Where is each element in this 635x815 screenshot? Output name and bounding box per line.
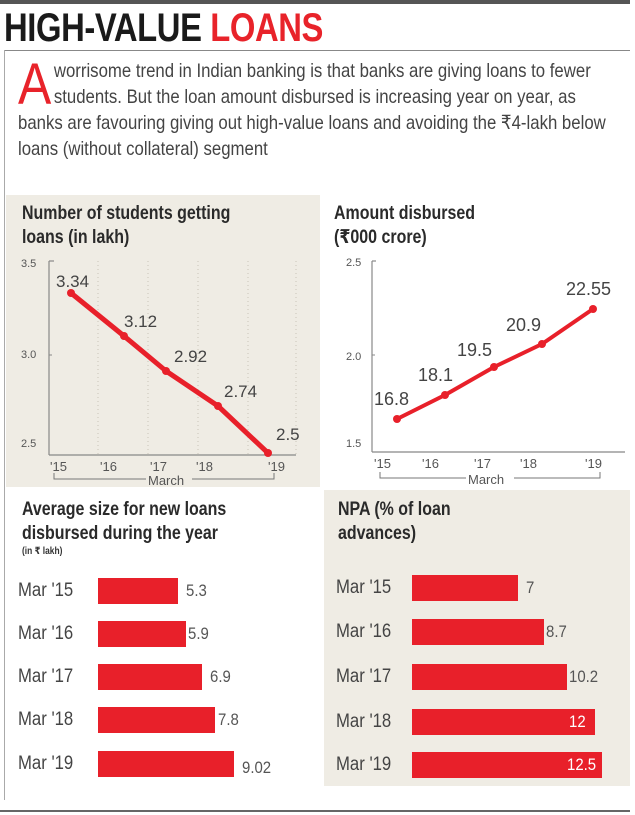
bar bbox=[412, 664, 567, 690]
npa-title-1: NPA (% of loan bbox=[338, 499, 451, 520]
bar-value: 9.02 bbox=[242, 758, 272, 777]
avg-size-title-2: disbursed during the year bbox=[22, 523, 218, 544]
students-xlabel: March bbox=[148, 473, 184, 487]
amount-ytick-bottom: 1.5 bbox=[346, 438, 361, 450]
amount-label-18: 20.9 bbox=[506, 315, 541, 335]
amount-label-19: 22.55 bbox=[566, 279, 611, 299]
bar-value: 5.3 bbox=[186, 581, 207, 600]
amount-label-15: 16.8 bbox=[374, 389, 409, 409]
left-border bbox=[4, 50, 5, 800]
avg-size-row-19: Mar '19 9.02 bbox=[18, 751, 308, 777]
avg-size-title-1: Average size for new loans bbox=[22, 499, 227, 520]
bar-value: 12.5 bbox=[567, 755, 597, 774]
amount-label-17: 19.5 bbox=[457, 340, 492, 360]
avg-size-row-15: Mar '15 5.3 bbox=[18, 578, 308, 604]
npa-row-15: Mar '15 7 bbox=[336, 575, 626, 601]
students-xtick-18: '18 bbox=[196, 459, 213, 474]
bar-label: Mar '17 bbox=[18, 666, 74, 687]
avg-size-chart-panel: Average size for new loans disbursed dur… bbox=[6, 490, 320, 790]
title-part-2: LOANS bbox=[210, 6, 324, 50]
bar bbox=[412, 709, 595, 735]
npa-row-16: Mar '16 8.7 bbox=[336, 619, 626, 645]
students-xtick-19: '19 bbox=[268, 459, 285, 474]
students-label-19: 2.5 bbox=[276, 425, 300, 444]
avg-size-row-17: Mar '17 6.9 bbox=[18, 664, 308, 690]
divider bbox=[4, 50, 630, 51]
bar bbox=[412, 575, 518, 601]
students-label-15: 3.34 bbox=[56, 272, 89, 291]
students-label-17: 2.92 bbox=[174, 347, 207, 366]
amount-label-16: 18.1 bbox=[418, 365, 453, 385]
students-xtick-16: '16 bbox=[100, 459, 117, 474]
bottom-rule bbox=[0, 810, 630, 812]
bar-label: Mar '15 bbox=[18, 580, 74, 601]
title-part-1: HIGH-VALUE bbox=[4, 6, 202, 50]
bar-label: Mar '19 bbox=[336, 754, 392, 775]
bar-value: 10.2 bbox=[569, 667, 599, 686]
bar-value: 5.9 bbox=[188, 624, 209, 643]
bar-label: Mar '15 bbox=[336, 577, 392, 598]
bar bbox=[412, 752, 602, 778]
amount-ytick-top: 2.5 bbox=[346, 257, 361, 269]
npa-row-17: Mar '17 10.2 bbox=[336, 664, 626, 690]
avg-size-row-18: Mar '18 7.8 bbox=[18, 707, 308, 733]
dropcap: A bbox=[18, 52, 52, 117]
amount-xtick-18: '18 bbox=[520, 456, 537, 471]
bar-label: Mar '16 bbox=[336, 621, 392, 642]
bar bbox=[98, 707, 215, 733]
students-chart-title-1: Number of students getting bbox=[22, 203, 231, 224]
amount-xtick-15: '15 bbox=[374, 456, 391, 471]
amount-ytick-mid: 2.0 bbox=[346, 351, 361, 363]
bar-value: 6.9 bbox=[210, 667, 231, 686]
amount-xtick-16: '16 bbox=[422, 456, 439, 471]
npa-row-18: Mar '18 12 bbox=[336, 709, 626, 735]
bar-value: 12 bbox=[569, 712, 586, 731]
bar bbox=[98, 621, 186, 647]
students-ytick-mid: 3.0 bbox=[21, 349, 36, 361]
bar bbox=[98, 751, 234, 777]
bar bbox=[98, 664, 202, 690]
npa-row-19: Mar '19 12.5 bbox=[336, 752, 626, 778]
students-ytick-top: 3.5 bbox=[21, 258, 36, 270]
students-chart-title-2: loans (in lakh) bbox=[22, 227, 130, 248]
top-rule bbox=[0, 0, 630, 4]
bar-value: 7 bbox=[526, 578, 535, 597]
students-line-chart: 3.5 3.0 2.5 3.34 3.12 2.92 2.74 2.5 '15 … bbox=[21, 258, 300, 487]
bar-label: Mar '18 bbox=[18, 709, 74, 730]
page-title: HIGH-VALUE LOANS bbox=[4, 6, 323, 50]
bar-value: 7.8 bbox=[218, 710, 239, 729]
amount-line-chart: 2.5 2.0 1.5 16.8 18.1 19.5 20.9 22.55 '1… bbox=[346, 257, 625, 487]
students-label-16: 3.12 bbox=[124, 312, 157, 331]
npa-chart-panel: NPA (% of loan advances) Mar '15 7 Mar '… bbox=[324, 490, 630, 786]
amount-chart-panel: Amount disbursed (₹000 crore) 2.5 2.0 1.… bbox=[320, 195, 632, 487]
amount-chart-title-2: (₹000 crore) bbox=[334, 227, 427, 248]
amount-xtick-19: '19 bbox=[585, 456, 602, 471]
avg-size-subtitle: (in ₹ lakh) bbox=[22, 546, 63, 557]
avg-size-row-16: Mar '16 5.9 bbox=[18, 621, 308, 647]
intro-text: worrisome trend in Indian banking is tha… bbox=[18, 60, 606, 160]
bar-value: 8.7 bbox=[546, 622, 567, 641]
students-xtick-15: '15 bbox=[50, 459, 67, 474]
bar-label: Mar '18 bbox=[336, 711, 392, 732]
bar bbox=[98, 578, 178, 604]
amount-xtick-17: '17 bbox=[474, 456, 491, 471]
students-chart-panel: Number of students getting loans (in lak… bbox=[6, 195, 320, 487]
bar bbox=[412, 619, 544, 645]
students-xtick-17: '17 bbox=[150, 459, 167, 474]
students-ytick-bottom: 2.5 bbox=[21, 438, 36, 450]
bar-label: Mar '19 bbox=[18, 753, 74, 774]
students-label-18: 2.74 bbox=[224, 382, 257, 401]
bar-label: Mar '16 bbox=[18, 623, 74, 644]
bar-label: Mar '17 bbox=[336, 666, 392, 687]
amount-chart-title-1: Amount disbursed bbox=[334, 203, 475, 224]
npa-title-2: advances) bbox=[338, 523, 417, 544]
intro-paragraph: A worrisome trend in Indian banking is t… bbox=[18, 52, 626, 162]
amount-xlabel: March bbox=[468, 472, 504, 487]
